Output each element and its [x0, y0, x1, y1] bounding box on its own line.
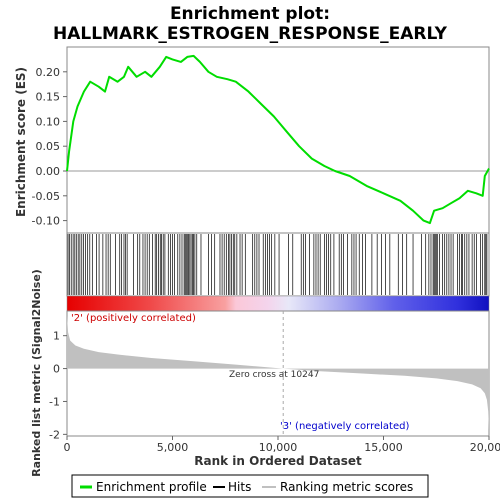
negative-annotation: '3' (negatively correlated) — [280, 421, 409, 432]
zero-cross-annotation: Zero cross at 10247 — [229, 370, 319, 380]
es-ytick-label: -0.10 — [32, 215, 60, 228]
es-ytick-label: 0.10 — [36, 115, 61, 128]
x-tick-label: 15,000 — [364, 441, 403, 454]
x-axis-ticks: 0 5,000 10,000 15,000 20,000 — [64, 436, 500, 454]
es-panel-frame — [67, 47, 489, 233]
legend-label-enrichment: Enrichment profile — [96, 480, 207, 494]
ranked-ytick-label: -1 — [49, 395, 60, 408]
es-ytick-label: 0.15 — [36, 91, 61, 104]
ranked-ylabel: Ranked list metric (Signal2Noise) — [30, 269, 43, 477]
ranked-ytick-label: -2 — [49, 428, 60, 441]
x-axis-label: Rank in Ordered Dataset — [194, 454, 362, 468]
es-ytick-label: 0.20 — [36, 66, 61, 79]
ranked-ytick-label: 0 — [53, 363, 60, 376]
x-tick-label: 20,000 — [470, 441, 500, 454]
es-ytick-group: 0.20 0.15 0.10 0.05 0.00 -0.05 -0.10 — [32, 66, 67, 228]
chart-title-line2: HALLMARK_ESTROGEN_RESPONSE_EARLY — [53, 24, 448, 44]
positive-annotation: '2' (positively correlated) — [71, 313, 196, 324]
es-ytick-label: -0.05 — [32, 190, 60, 203]
x-tick-label: 10,000 — [259, 441, 298, 454]
es-ytick-label: 0.05 — [36, 140, 61, 153]
ranked-ytick-group: 1 0 -1 -2 — [49, 330, 67, 442]
legend: Enrichment profile Hits Ranking metric s… — [72, 475, 428, 497]
legend-label-ranking: Ranking metric scores — [280, 480, 413, 494]
chart-title-line1: Enrichment plot: — [170, 4, 330, 24]
ranked-ytick-label: 1 — [53, 330, 60, 343]
x-tick-label: 5,000 — [157, 441, 189, 454]
es-ytick-label: 0.00 — [36, 165, 61, 178]
legend-label-hits: Hits — [228, 480, 251, 494]
x-tick-label: 0 — [64, 441, 71, 454]
es-ylabel: Enrichment score (ES) — [14, 67, 28, 217]
rank-colorbar — [67, 296, 489, 311]
